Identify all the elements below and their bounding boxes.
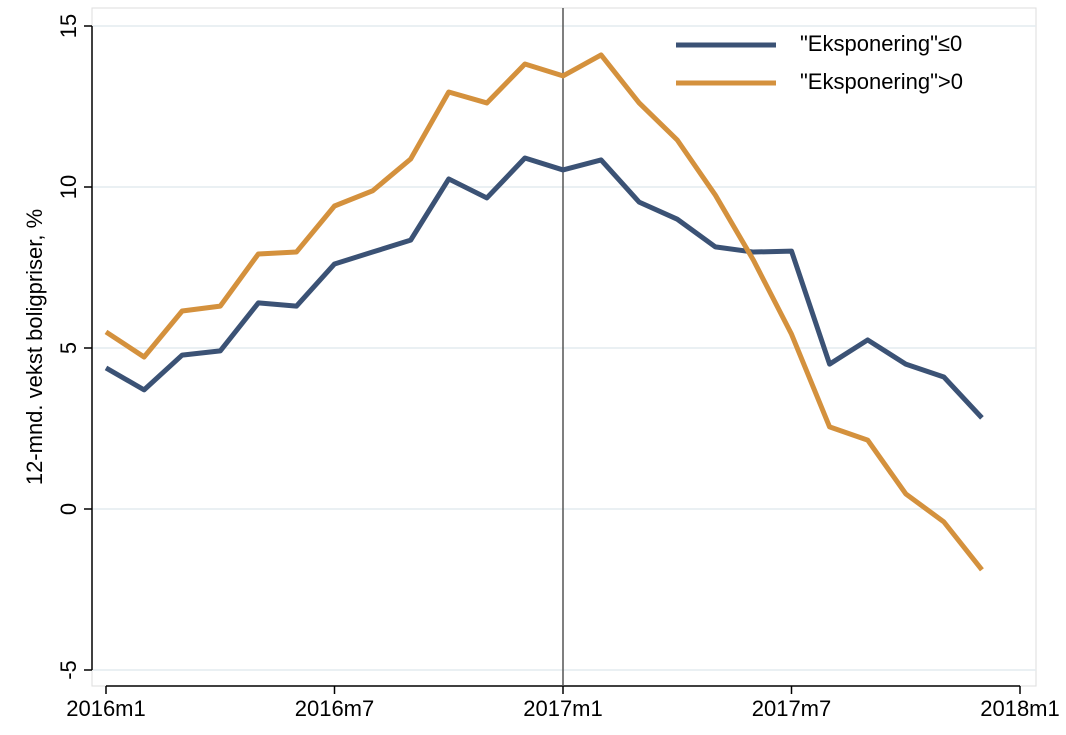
y-tick-label: 10 (56, 175, 81, 199)
x-tick-label: 2018m1 (980, 696, 1060, 721)
y-tick-label: 5 (56, 342, 81, 354)
legend-label: "Eksponering">0 (800, 69, 963, 94)
series-line (104, 52, 984, 572)
x-tick-label: 2016m7 (295, 696, 375, 721)
x-tick-label: 2017m1 (523, 696, 603, 721)
x-tick-label: 2017m7 (752, 696, 832, 721)
x-tick-label: 2016m1 (66, 696, 146, 721)
y-axis-label: 12-mnd. vekst boligpriser, % (22, 209, 47, 485)
y-tick-label: 15 (56, 14, 81, 38)
series-line (104, 155, 984, 420)
plot-frame (91, 7, 1037, 687)
legend-label: "Eksponering"≤0 (800, 31, 962, 56)
y-tick-label: -5 (56, 660, 81, 680)
y-tick-label: 0 (56, 503, 81, 515)
